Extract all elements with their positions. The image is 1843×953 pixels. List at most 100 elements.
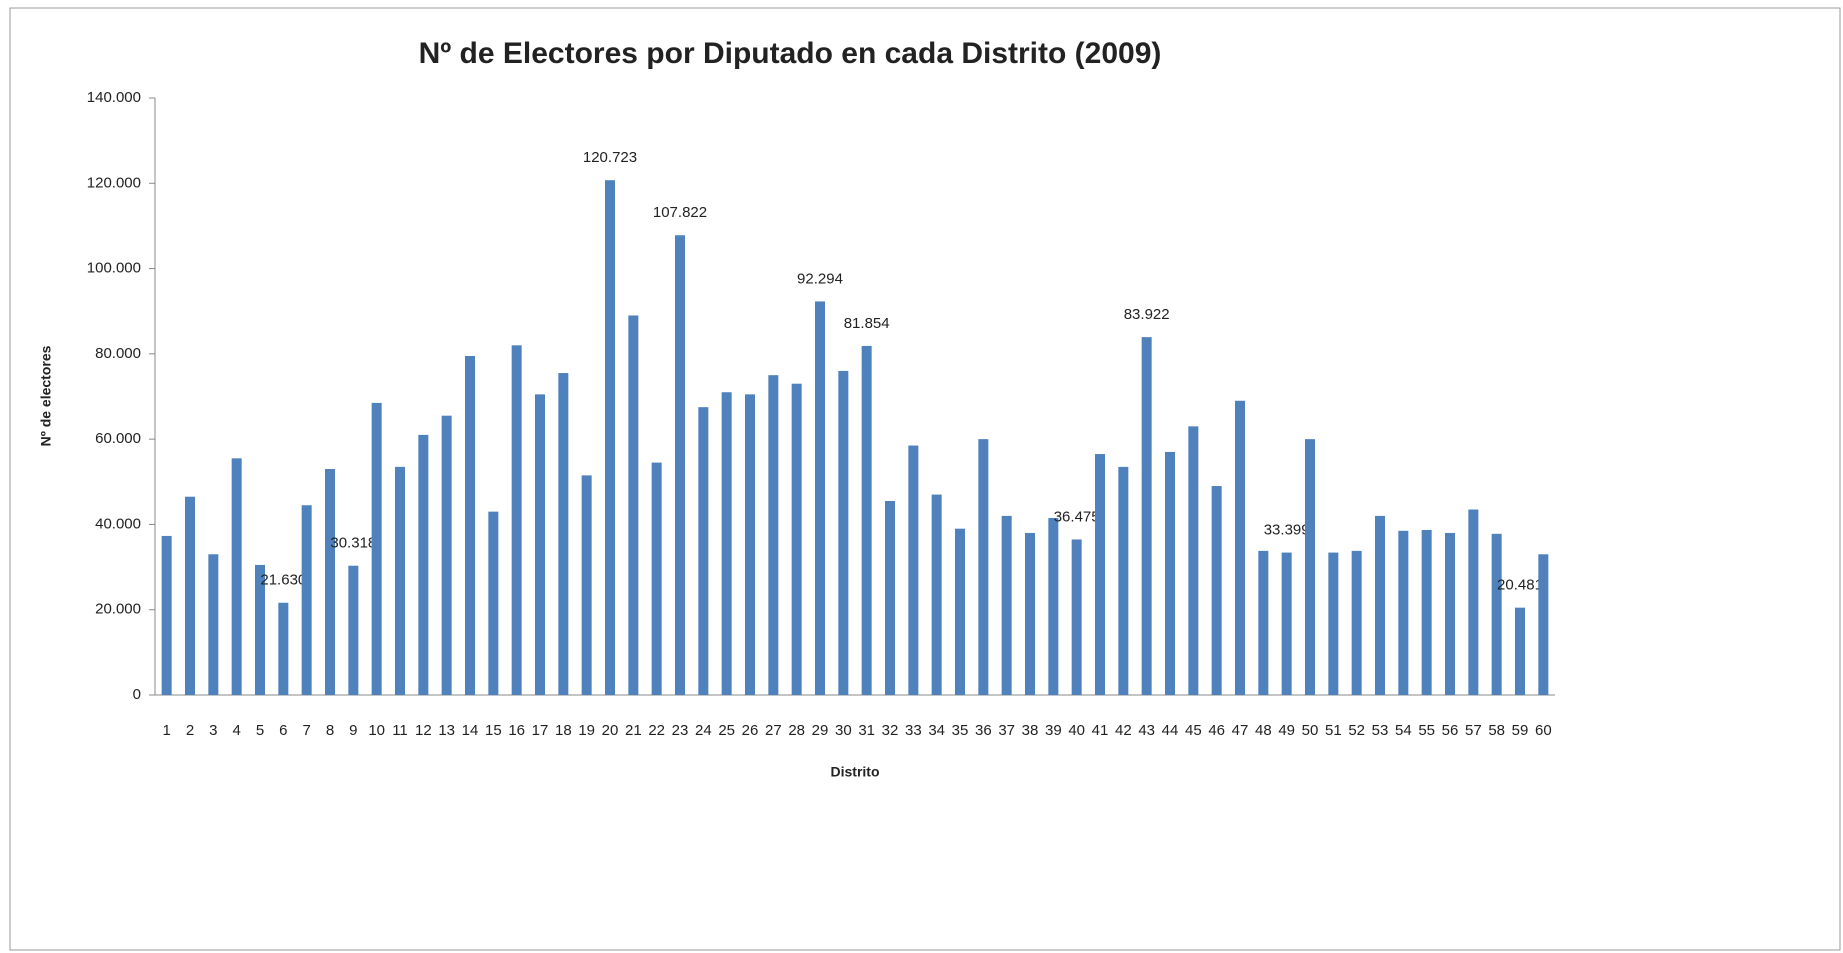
x-tick-label: 1	[162, 722, 170, 739]
x-tick-label: 46	[1208, 722, 1225, 739]
x-tick-label: 47	[1232, 722, 1249, 739]
x-tick-label: 32	[882, 722, 899, 739]
bar	[1421, 529, 1432, 695]
bar	[581, 475, 592, 695]
x-tick-label: 21	[625, 722, 642, 739]
chart-title: Nº de Electores por Diputado en cada Dis…	[419, 37, 1162, 70]
x-tick-label: 26	[742, 722, 759, 739]
x-tick-label: 3	[209, 722, 217, 739]
bar	[908, 445, 919, 695]
x-tick-label: 24	[695, 722, 712, 739]
bar	[1095, 454, 1105, 695]
x-tick-label: 39	[1045, 722, 1062, 739]
bar	[255, 564, 265, 695]
bar	[441, 415, 452, 695]
x-tick-label: 28	[788, 722, 805, 739]
x-tick-label: 15	[485, 722, 502, 739]
bar	[1211, 486, 1222, 695]
x-tick-label: 53	[1372, 722, 1389, 739]
bar	[1398, 530, 1409, 695]
x-tick-label: 43	[1138, 722, 1155, 739]
y-axis-label: Nº de electores	[38, 345, 54, 446]
bar	[605, 180, 615, 695]
x-tick-label: 31	[858, 722, 875, 739]
bar	[558, 373, 569, 695]
x-tick-label: 5	[256, 722, 264, 739]
bar	[1328, 552, 1339, 695]
x-tick-label: 49	[1278, 722, 1295, 739]
bar	[511, 345, 522, 695]
bar	[978, 439, 989, 695]
x-tick-label: 44	[1162, 722, 1179, 739]
bar	[301, 505, 312, 695]
data-label: 81.854	[844, 315, 890, 332]
bar	[791, 383, 802, 695]
bar	[1071, 539, 1082, 695]
data-label: 107.822	[653, 204, 707, 221]
bar	[885, 500, 895, 695]
x-tick-label: 60	[1535, 722, 1552, 739]
bar	[161, 535, 172, 695]
x-tick-label: 11	[392, 722, 408, 739]
x-tick-label: 19	[578, 722, 595, 739]
bar	[1281, 552, 1292, 695]
bar	[535, 394, 545, 695]
bar	[1375, 515, 1385, 695]
x-tick-label: 27	[765, 722, 782, 739]
data-label: 92.294	[797, 270, 843, 287]
x-tick-label: 50	[1302, 722, 1319, 739]
bar	[1025, 532, 1035, 695]
x-tick-label: 6	[279, 722, 287, 739]
x-tick-label: 40	[1068, 722, 1085, 739]
x-tick-label: 48	[1255, 722, 1272, 739]
x-tick-label: 4	[232, 722, 240, 739]
x-tick-label: 29	[812, 722, 829, 739]
x-tick-label: 14	[462, 722, 479, 739]
x-axis-label: Distrito	[831, 764, 880, 780]
y-tick-label: 100.000	[87, 260, 141, 277]
bar	[1141, 337, 1152, 695]
bar	[1515, 607, 1525, 695]
x-tick-label: 45	[1185, 722, 1202, 739]
x-tick-label: 12	[415, 722, 432, 739]
data-label: 120.723	[583, 149, 637, 166]
x-tick-label: 55	[1418, 722, 1435, 739]
x-tick-label: 57	[1465, 722, 1482, 739]
bar	[1118, 466, 1129, 695]
x-tick-label: 17	[532, 722, 549, 739]
x-tick-label: 42	[1115, 722, 1132, 739]
bar	[768, 375, 779, 695]
x-tick-label: 9	[349, 722, 357, 739]
bar	[861, 345, 872, 695]
bar	[931, 494, 942, 695]
bar	[465, 355, 475, 695]
x-tick-label: 16	[508, 722, 525, 739]
data-label: 20.481	[1497, 577, 1543, 594]
x-tick-label: 34	[928, 722, 945, 739]
data-label: 33.399	[1264, 522, 1310, 539]
bar	[815, 301, 825, 695]
data-label: 83.922	[1124, 306, 1170, 323]
bar	[488, 511, 499, 695]
bar	[628, 315, 639, 695]
x-tick-label: 41	[1092, 722, 1109, 739]
y-tick-label: 140.000	[87, 89, 141, 106]
x-tick-label: 2	[186, 722, 194, 739]
data-label: 30.318	[330, 535, 376, 552]
bar	[348, 565, 359, 695]
x-tick-label: 30	[835, 722, 852, 739]
x-tick-label: 22	[648, 722, 665, 739]
bar	[1235, 400, 1245, 695]
data-label: 36.475	[1054, 508, 1100, 525]
bar	[721, 392, 732, 695]
bar	[1048, 518, 1059, 695]
bar	[955, 528, 965, 695]
bar	[745, 394, 755, 695]
x-tick-label: 33	[905, 722, 922, 739]
bar	[185, 496, 195, 695]
x-tick-label: 7	[302, 722, 310, 739]
bar	[325, 468, 335, 695]
bar	[1001, 515, 1012, 695]
bar	[1165, 451, 1175, 695]
bar	[418, 434, 429, 695]
